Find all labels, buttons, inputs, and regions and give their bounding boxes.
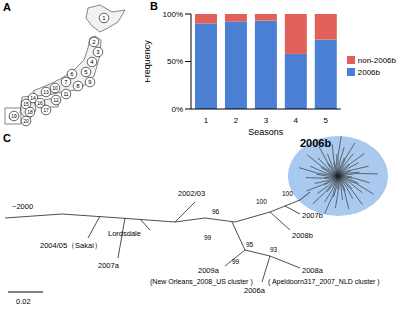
html-text:non-2006b: non-2006b — [357, 55, 396, 65]
svg-text:Frequency: Frequency — [145, 40, 152, 83]
svg-text:50%: 50% — [167, 57, 183, 66]
svg-text:16: 16 — [37, 100, 43, 106]
svg-text:( Apeldoorn317_2007_NLD cluste: ( Apeldoorn317_2007_NLD cluster ) — [268, 278, 380, 286]
svg-text:3: 3 — [264, 116, 269, 125]
svg-text:100: 100 — [256, 198, 267, 205]
svg-text:2006a: 2006a — [244, 286, 266, 295]
html-text:B: B — [150, 0, 158, 12]
svg-text:9: 9 — [88, 79, 92, 85]
svg-text:20: 20 — [23, 118, 29, 124]
svg-text:12: 12 — [53, 97, 59, 103]
svg-text:C: C — [8, 132, 11, 144]
svg-text:17: 17 — [43, 107, 49, 113]
svg-text:2008b: 2008b — [292, 231, 313, 240]
svg-text:99: 99 — [204, 234, 212, 241]
svg-text:2009a: 2009a — [198, 266, 220, 275]
svg-text:6: 6 — [70, 71, 74, 77]
svg-text:5: 5 — [324, 116, 329, 125]
svg-text:5: 5 — [84, 69, 88, 75]
svg-text:2007b: 2007b — [302, 211, 323, 220]
svg-text:3: 3 — [96, 49, 100, 55]
svg-text:1: 1 — [204, 116, 209, 125]
svg-text:2007a: 2007a — [98, 261, 120, 270]
svg-text:10: 10 — [52, 85, 58, 91]
svg-text:19: 19 — [11, 113, 17, 119]
svg-text:(New Orleans_2008_US cluster ): (New Orleans_2008_US cluster ) — [150, 278, 253, 286]
svg-text:1: 1 — [102, 15, 106, 21]
svg-text:2: 2 — [234, 116, 239, 125]
svg-text:Seasons: Seasons — [248, 127, 284, 135]
svg-text:7: 7 — [64, 79, 68, 85]
svg-text:0.02: 0.02 — [16, 297, 31, 306]
svg-text:93: 93 — [270, 246, 278, 253]
svg-text:Lordsdale: Lordsdale — [108, 229, 141, 238]
svg-text:15: 15 — [23, 101, 29, 107]
svg-text:2004/05（Sakai）: 2004/05（Sakai） — [40, 241, 102, 250]
svg-text:8: 8 — [76, 83, 80, 89]
svg-text:4: 4 — [90, 59, 94, 65]
svg-text:18: 18 — [27, 109, 33, 115]
svg-text:2002/03: 2002/03 — [178, 189, 205, 198]
svg-text:0%: 0% — [171, 105, 183, 114]
svg-text:14: 14 — [30, 95, 36, 101]
svg-text:100: 100 — [282, 190, 293, 197]
html-text:2006b: 2006b — [357, 67, 380, 77]
svg-text:100%: 100% — [163, 10, 183, 19]
svg-text:A: A — [8, 1, 11, 13]
svg-text:13: 13 — [43, 89, 49, 95]
svg-text:4: 4 — [294, 116, 299, 125]
svg-text:99: 99 — [232, 258, 240, 265]
svg-text:11: 11 — [63, 91, 68, 97]
svg-text:~2000: ~2000 — [12, 202, 33, 211]
svg-text:2008a: 2008a — [302, 266, 324, 275]
svg-text:2006b: 2006b — [300, 137, 331, 149]
svg-text:2: 2 — [92, 39, 96, 45]
svg-text:95: 95 — [246, 241, 254, 248]
svg-text:96: 96 — [212, 208, 220, 215]
